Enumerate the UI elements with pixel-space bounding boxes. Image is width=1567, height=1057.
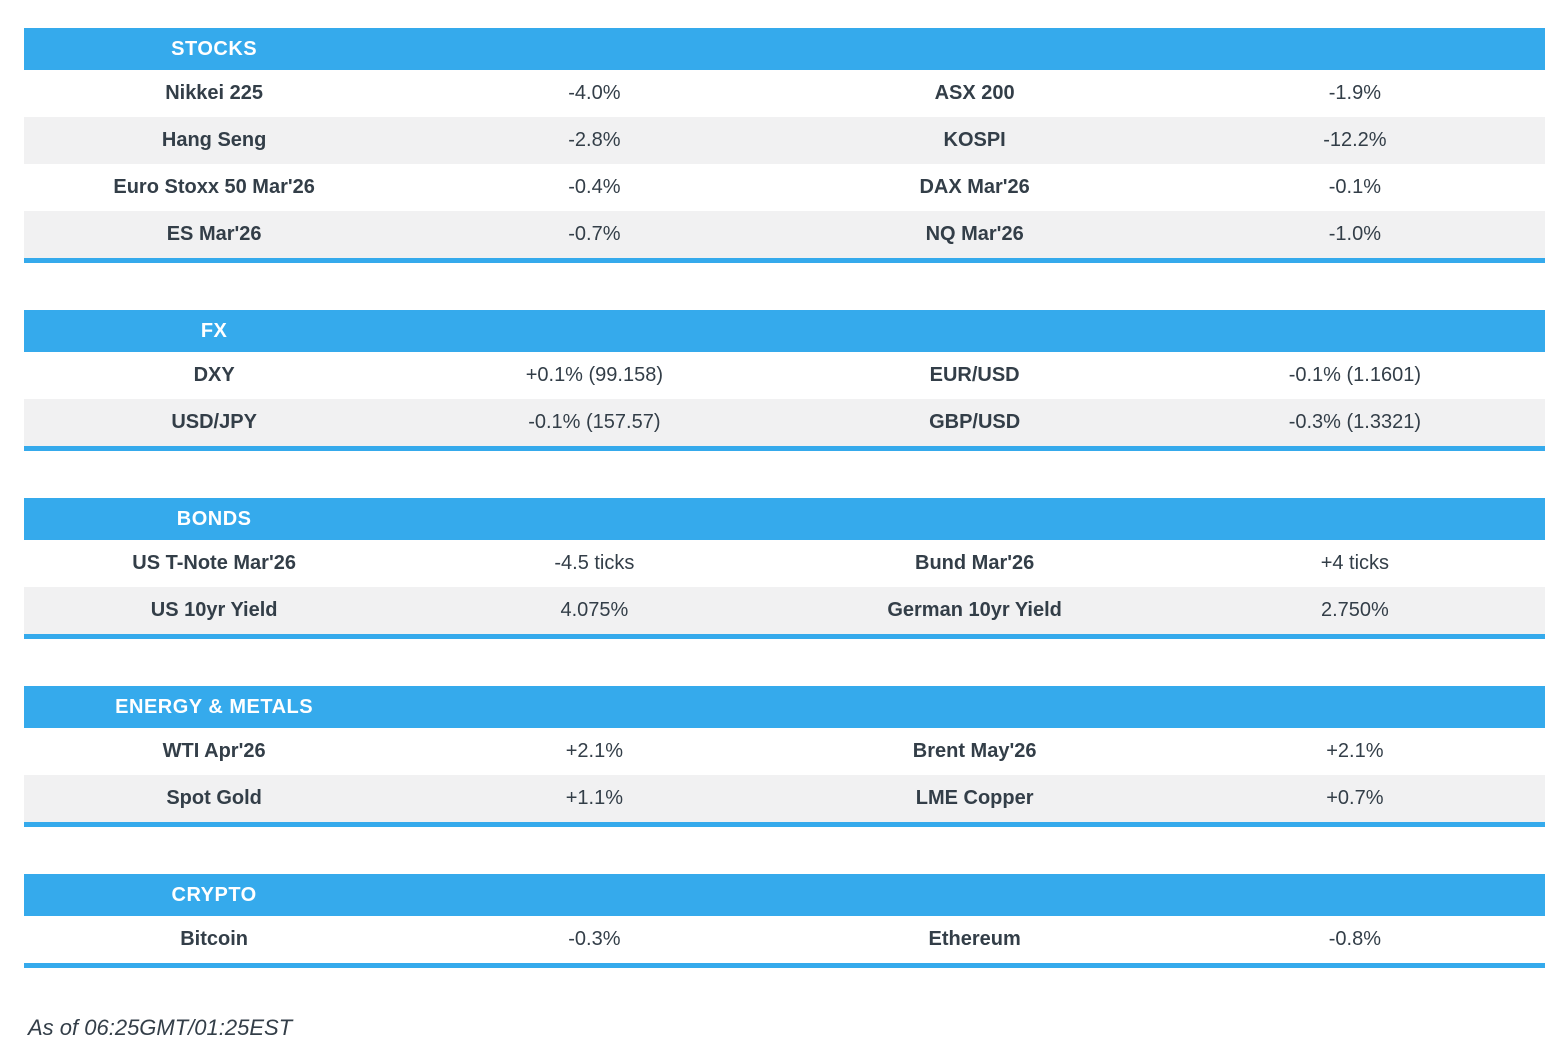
table-row: Hang Seng -2.8% KOSPI -12.2% — [24, 117, 1545, 164]
instrument-label: Brent May'26 — [912, 740, 1037, 762]
section-underline — [24, 822, 1545, 827]
instrument-value: -0.7% — [568, 223, 621, 245]
instrument-label: German 10yr Yield — [887, 599, 1062, 621]
section-rows: Bitcoin -0.3% Ethereum -0.8% — [24, 916, 1545, 963]
table-row: DXY +0.1% (99.158) EUR/USD -0.1% (1.1601… — [24, 352, 1545, 399]
table-row: Nikkei 225 -4.0% ASX 200 -1.9% — [24, 70, 1545, 117]
section-rows: DXY +0.1% (99.158) EUR/USD -0.1% (1.1601… — [24, 352, 1545, 446]
instrument-label: ASX 200 — [934, 82, 1015, 104]
instrument-value: -4.5 ticks — [554, 552, 635, 574]
section-title: STOCKS — [171, 37, 258, 60]
instrument-value: -4.0% — [568, 82, 621, 104]
instrument-label: DXY — [193, 364, 235, 386]
section-rows: US T-Note Mar'26 -4.5 ticks Bund Mar'26 … — [24, 540, 1545, 634]
table-row: US T-Note Mar'26 -4.5 ticks Bund Mar'26 … — [24, 540, 1545, 587]
section-underline — [24, 963, 1545, 968]
instrument-value: -1.9% — [1328, 82, 1381, 104]
section-underline — [24, 258, 1545, 263]
instrument-label: Spot Gold — [166, 787, 262, 809]
market-wrap-table: STOCKS Nikkei 225 -4.0% ASX 200 -1.9% Ha… — [24, 28, 1545, 1041]
instrument-value: -2.8% — [568, 129, 621, 151]
section-header: CRYPTO — [24, 874, 1545, 916]
table-row: ES Mar'26 -0.7% NQ Mar'26 -1.0% — [24, 211, 1545, 258]
instrument-value: +0.1% (99.158) — [525, 364, 664, 386]
instrument-label: Bitcoin — [180, 928, 249, 950]
section-title: BONDS — [176, 507, 252, 530]
instrument-value: +2.1% — [1326, 740, 1384, 762]
instrument-label: LME Copper — [915, 787, 1034, 809]
instrument-value: -0.3% (1.3321) — [1288, 411, 1422, 433]
instrument-value: +0.7% — [1326, 787, 1384, 809]
instrument-value: +1.1% — [565, 787, 623, 809]
table-row: WTI Apr'26 +2.1% Brent May'26 +2.1% — [24, 728, 1545, 775]
section-title: FX — [200, 319, 228, 342]
table-row: Bitcoin -0.3% Ethereum -0.8% — [24, 916, 1545, 963]
section-crypto: CRYPTO Bitcoin -0.3% Ethereum -0.8% — [24, 874, 1545, 968]
table-row: US 10yr Yield 4.075% German 10yr Yield 2… — [24, 587, 1545, 634]
instrument-label: WTI Apr'26 — [162, 740, 266, 762]
instrument-label: GBP/USD — [929, 411, 1021, 433]
section-energy-metals: ENERGY & METALS WTI Apr'26 +2.1% Brent M… — [24, 686, 1545, 827]
section-title: ENERGY & METALS — [115, 695, 314, 718]
instrument-value: 4.075% — [560, 599, 629, 621]
instrument-label: Nikkei 225 — [165, 82, 264, 104]
section-underline — [24, 634, 1545, 639]
instrument-value: -0.1% (1.1601) — [1288, 364, 1422, 386]
instrument-label: Hang Seng — [161, 129, 267, 151]
instrument-value: +2.1% — [565, 740, 623, 762]
section-header: STOCKS — [24, 28, 1545, 70]
instrument-value: -0.8% — [1328, 928, 1381, 950]
section-stocks: STOCKS Nikkei 225 -4.0% ASX 200 -1.9% Ha… — [24, 28, 1545, 263]
section-title: CRYPTO — [171, 883, 257, 906]
instrument-label: Bund Mar'26 — [915, 552, 1035, 574]
instrument-label: USD/JPY — [171, 411, 257, 433]
table-row: Spot Gold +1.1% LME Copper +0.7% — [24, 775, 1545, 822]
sections-container: STOCKS Nikkei 225 -4.0% ASX 200 -1.9% Ha… — [24, 28, 1545, 968]
instrument-value: -0.1% (157.57) — [528, 411, 661, 433]
section-header: BONDS — [24, 498, 1545, 540]
instrument-value: -0.3% — [568, 928, 621, 950]
instrument-value: -12.2% — [1323, 129, 1387, 151]
instrument-value: -0.1% — [1328, 176, 1381, 198]
table-row: USD/JPY -0.1% (157.57) GBP/USD -0.3% (1.… — [24, 399, 1545, 446]
instrument-label: Ethereum — [928, 928, 1021, 950]
section-header: ENERGY & METALS — [24, 686, 1545, 728]
instrument-value: -1.0% — [1328, 223, 1381, 245]
instrument-label: NQ Mar'26 — [925, 223, 1024, 245]
section-rows: Nikkei 225 -4.0% ASX 200 -1.9% Hang Seng… — [24, 70, 1545, 258]
section-underline — [24, 446, 1545, 451]
instrument-value: 2.750% — [1320, 599, 1389, 621]
instrument-label: US T-Note Mar'26 — [132, 552, 296, 574]
instrument-value: -0.4% — [568, 176, 621, 198]
instrument-label: KOSPI — [943, 129, 1006, 151]
timestamp: As of 06:25GMT/01:25EST — [28, 1015, 293, 1040]
section-rows: WTI Apr'26 +2.1% Brent May'26 +2.1% Spot… — [24, 728, 1545, 822]
instrument-label: Euro Stoxx 50 Mar'26 — [113, 176, 315, 198]
instrument-label: DAX Mar'26 — [919, 176, 1030, 198]
instrument-label: EUR/USD — [929, 364, 1020, 386]
section-header: FX — [24, 310, 1545, 352]
instrument-label: ES Mar'26 — [166, 223, 262, 245]
instrument-label: US 10yr Yield — [150, 599, 278, 621]
instrument-value: +4 ticks — [1320, 552, 1390, 574]
section-bonds: BONDS US T-Note Mar'26 -4.5 ticks Bund M… — [24, 498, 1545, 639]
table-row: Euro Stoxx 50 Mar'26 -0.4% DAX Mar'26 -0… — [24, 164, 1545, 211]
section-fx: FX DXY +0.1% (99.158) EUR/USD -0.1% (1.1… — [24, 310, 1545, 451]
